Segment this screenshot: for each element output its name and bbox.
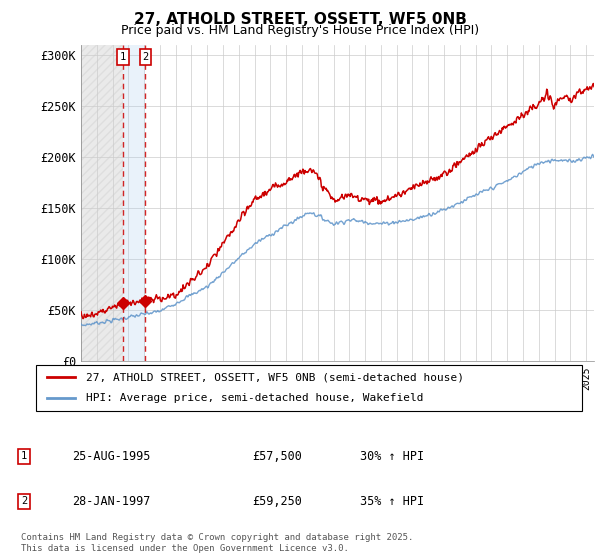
Text: £59,250: £59,250 — [252, 494, 302, 508]
Text: 25-AUG-1995: 25-AUG-1995 — [72, 450, 151, 463]
Bar — [123, 45, 145, 361]
Bar — [81, 45, 123, 361]
FancyBboxPatch shape — [36, 365, 583, 410]
Text: 2: 2 — [142, 52, 149, 62]
Text: 35% ↑ HPI: 35% ↑ HPI — [360, 494, 424, 508]
Text: Contains HM Land Registry data © Crown copyright and database right 2025.
This d: Contains HM Land Registry data © Crown c… — [21, 533, 413, 553]
Text: 27, ATHOLD STREET, OSSETT, WF5 0NB: 27, ATHOLD STREET, OSSETT, WF5 0NB — [134, 12, 466, 27]
Text: 30% ↑ HPI: 30% ↑ HPI — [360, 450, 424, 463]
Text: Price paid vs. HM Land Registry's House Price Index (HPI): Price paid vs. HM Land Registry's House … — [121, 24, 479, 36]
Bar — [81, 45, 123, 361]
Text: 1: 1 — [21, 451, 27, 461]
Text: 27, ATHOLD STREET, OSSETT, WF5 0NB (semi-detached house): 27, ATHOLD STREET, OSSETT, WF5 0NB (semi… — [86, 372, 464, 382]
Text: 1: 1 — [120, 52, 126, 62]
Text: 2: 2 — [21, 496, 27, 506]
Text: HPI: Average price, semi-detached house, Wakefield: HPI: Average price, semi-detached house,… — [86, 393, 423, 403]
Text: 28-JAN-1997: 28-JAN-1997 — [72, 494, 151, 508]
Text: £57,500: £57,500 — [252, 450, 302, 463]
